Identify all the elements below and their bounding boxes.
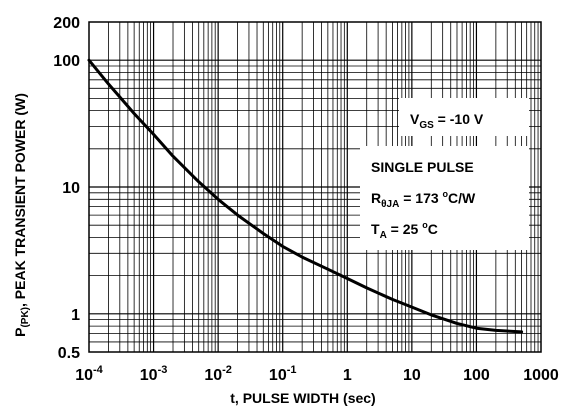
y-tick-label: 0.5	[58, 345, 80, 362]
power-curve	[87, 58, 524, 334]
x-tick-label: 10-4	[75, 364, 103, 384]
x-tick-label: 10	[403, 367, 421, 384]
y-tick-labels: 0.5 1 10 100 200	[53, 15, 80, 362]
y-tick-label: 100	[53, 53, 80, 70]
x-tick-label: 10-3	[140, 364, 168, 384]
single-pulse-annotation: SINGLE PULSE	[371, 159, 474, 175]
y-axis-label: P(PK), PEAK TRANSIENT POWER (W)	[12, 93, 31, 337]
conditions-annotation-box	[360, 146, 529, 250]
vgs-annotation-box	[399, 98, 529, 136]
y-tick-label: 1	[71, 307, 80, 324]
x-tick-label: 10-2	[204, 364, 232, 384]
x-tick-label: 10-1	[269, 364, 297, 384]
x-tick-label: 100	[463, 367, 490, 384]
x-tick-label: 1	[343, 367, 352, 384]
plot-frame	[88, 21, 542, 353]
rtheta-annotation: RθJA = 173 oC/W	[371, 189, 476, 210]
y-tick-label: 10	[62, 180, 80, 197]
ta-annotation: TA = 25 oC	[371, 220, 438, 241]
y-tick-label: 200	[53, 15, 80, 32]
x-axis-label: t, PULSE WIDTH (sec)	[230, 390, 375, 406]
x-tick-labels: 10-4 10-3 10-2 10-1 1 10 100 1000	[75, 364, 559, 384]
x-tick-label: 1000	[523, 367, 559, 384]
vgs-annotation: VGS = -10 V	[410, 111, 484, 131]
